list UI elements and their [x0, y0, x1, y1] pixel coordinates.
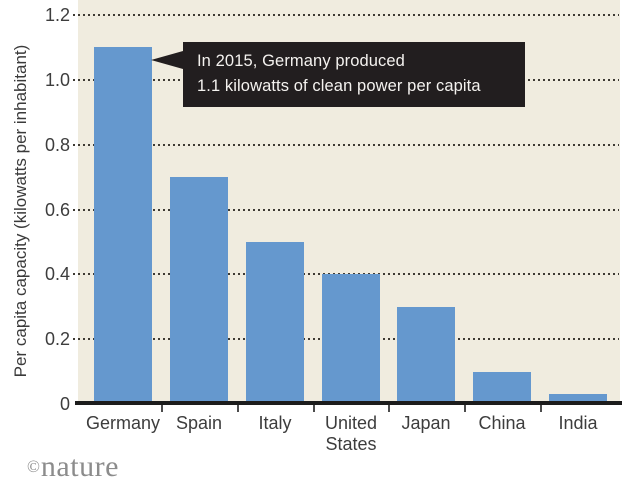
gridline-0.8: [73, 144, 619, 146]
x-axis-tick: [237, 405, 239, 412]
x-label-china: China: [478, 413, 526, 433]
x-label-japan: Japan: [401, 413, 451, 433]
bar-japan: [397, 307, 455, 404]
x-axis-tick: [161, 405, 163, 412]
y-tick-label-0: 0: [59, 394, 70, 414]
annotation-line-2: 1.1 kilowatts of clean power per capita: [197, 77, 481, 95]
bar-united-states: [322, 274, 380, 404]
x-label-germany: Germany: [85, 413, 161, 433]
bar-china: [473, 372, 531, 404]
callout-pointer: [151, 51, 183, 69]
x-axis-line: [75, 401, 622, 405]
y-tick-label-0.6: 0.6: [44, 200, 70, 220]
y-tick-label-1.2: 1.2: [44, 5, 70, 25]
y-tick-label-0.4: 0.4: [44, 264, 70, 284]
y-tick-label-0.8: 0.8: [44, 135, 70, 155]
copyright-icon: ©: [27, 457, 40, 476]
x-axis-tick: [464, 405, 466, 412]
bar-germany: [94, 47, 152, 404]
y-axis-title: Per capita capacity (kilowatts per inhab…: [11, 44, 30, 378]
x-label-spain: Spain: [175, 413, 223, 433]
annotation-line-1: In 2015, Germany produced: [197, 52, 405, 70]
bar-india: [549, 394, 607, 404]
x-axis-tick: [313, 405, 315, 412]
y-tick-label-1.0: 1.0: [44, 70, 70, 90]
x-axis-tick: [388, 405, 390, 412]
x-label-italy: Italy: [258, 413, 292, 433]
y-tick-label-0.2: 0.2: [44, 329, 70, 349]
nature-wordmark: nature: [40, 450, 119, 483]
x-label-india: India: [558, 413, 598, 433]
nature-logo: ©nature: [27, 450, 119, 484]
gridline-0.6: [73, 209, 619, 211]
gridline-1.2: [73, 14, 619, 16]
bar-spain: [170, 177, 228, 404]
x-label-united-states: United States: [324, 413, 378, 454]
bar-italy: [246, 242, 304, 404]
x-axis-tick: [540, 405, 542, 412]
annotation-callout: In 2015, Germany produced 1.1 kilowatts …: [183, 42, 525, 107]
